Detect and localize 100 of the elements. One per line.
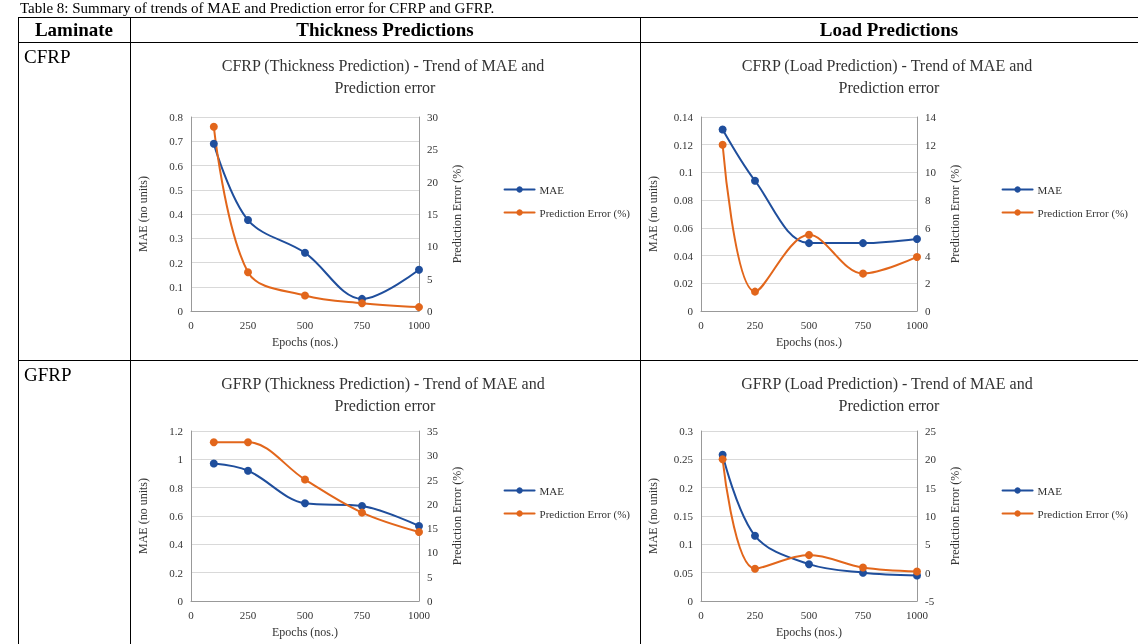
point [751, 531, 759, 540]
point [301, 499, 309, 508]
y2-tick-label: 0 [925, 305, 931, 317]
y-tick-label: 0.15 [673, 510, 694, 522]
point [718, 455, 727, 464]
legend-label: MAE [539, 183, 565, 196]
y2-tick-label: 20 [427, 497, 439, 510]
y2-tick-label: 10 [925, 166, 937, 179]
text: Laminate [33, 18, 115, 42]
y2-axis-title: Prediction Error (%) [948, 164, 962, 264]
point [718, 125, 727, 134]
point [751, 564, 759, 573]
y2-tick-label: 10 [925, 510, 937, 522]
x-tick-label: 750 [353, 608, 371, 621]
y2-tick-label: 5 [427, 570, 433, 583]
chart-title: CFRP (Thickness Prediction) - Trend of MAE and Prediction error [221, 56, 549, 96]
point [244, 438, 252, 447]
point [415, 303, 423, 312]
point [859, 239, 867, 248]
y2-tick-label: 2 [925, 277, 931, 290]
x-tick-label: 250 [746, 318, 764, 331]
x-axis-title: Epochs (nos.) [272, 625, 338, 639]
y-tick-label: 0.2 [169, 566, 183, 579]
y2-tick-label: 25 [427, 473, 439, 486]
x-axis-title: Epochs (nos.) [272, 335, 338, 349]
x-tick-label: 500 [296, 608, 314, 621]
point [805, 230, 813, 239]
point [859, 269, 867, 278]
y2-tick-label: 30 [427, 111, 439, 123]
x-tick-label: 0 [698, 318, 705, 331]
point [718, 140, 727, 149]
y-axis-title: MAE (no units) [136, 478, 150, 554]
y2-tick-label: 10 [427, 546, 439, 559]
x-axis-title: Epochs (nos.) [776, 625, 842, 639]
point [301, 291, 309, 300]
point [244, 216, 252, 225]
y-tick-label: 0.06 [673, 221, 694, 234]
text: Load Predictions [818, 18, 960, 42]
point [913, 234, 921, 243]
y-axis-title: MAE (no units) [136, 176, 150, 252]
point [358, 502, 366, 511]
y-tick-label: 0.12 [673, 138, 693, 151]
x-tick-label: 250 [239, 608, 257, 621]
point [358, 508, 366, 517]
point [805, 560, 813, 569]
y2-tick-label: 15 [427, 522, 439, 535]
y-tick-label: 0.02 [673, 277, 693, 290]
y-axis-title: MAE (no units) [646, 478, 660, 554]
x-tick-label: 500 [296, 318, 314, 331]
y-tick-label: 0.7 [169, 135, 184, 148]
y2-tick-label: 35 [427, 425, 439, 437]
x-tick-label: 0 [188, 608, 195, 621]
y-tick-label: 0.1 [679, 166, 693, 179]
point [209, 459, 218, 468]
y-tick-label: 0.6 [169, 159, 184, 172]
x-tick-label: 250 [746, 608, 764, 621]
x-tick-label: 250 [239, 318, 257, 331]
y2-tick-label: 25 [925, 425, 937, 437]
legend-label: MAE [539, 484, 565, 497]
y-tick-label: 0.4 [169, 538, 184, 551]
y-tick-label: 0.4 [169, 208, 184, 220]
y-tick-label: 0 [177, 305, 184, 317]
text: Thickness Predictions [295, 18, 475, 42]
point [209, 122, 218, 131]
legend-label: Prediction Error (%) [539, 206, 631, 220]
x-tick-label: 0 [698, 608, 705, 621]
point [358, 299, 366, 308]
y-tick-label: 0.8 [169, 111, 184, 123]
point [415, 265, 423, 274]
y-tick-label: 0.2 [679, 481, 693, 494]
x-tick-label: 500 [800, 608, 818, 621]
y2-axis-title: Prediction Error (%) [450, 164, 464, 264]
y2-tick-label: 14 [925, 111, 937, 123]
y-tick-label: 0.25 [673, 453, 694, 466]
x-tick-label: 750 [854, 318, 872, 331]
y-tick-label: 0.04 [673, 249, 694, 262]
x-tick-label: 0 [188, 318, 195, 331]
text: CFRP [24, 46, 71, 68]
point [301, 248, 309, 257]
x-tick-label: 1000 [906, 608, 929, 621]
y-tick-label: 0.5 [169, 183, 184, 196]
point [301, 475, 309, 484]
y2-tick-label: 20 [427, 175, 439, 188]
x-tick-label: 1000 [408, 318, 431, 331]
chart-title: GFRP (Thickness Prediction) - Trend of MAE and Prediction error [221, 374, 549, 414]
y2-tick-label: 5 [427, 272, 433, 285]
y2-tick-label: 10 [427, 240, 439, 253]
y2-axis-title: Prediction Error (%) [948, 466, 962, 566]
point [751, 287, 759, 296]
point [209, 139, 218, 148]
point [805, 239, 813, 248]
point [913, 252, 921, 261]
y-tick-label: 0.8 [169, 481, 184, 494]
point [244, 466, 252, 475]
x-axis-title: Epochs (nos.) [776, 335, 842, 349]
legend-label: Prediction Error (%) [1037, 507, 1129, 521]
chart-title: GFRP (Load Prediction) - Trend of MAE and Prediction error [741, 374, 1037, 414]
point [805, 551, 813, 560]
y-tick-label: 0.05 [673, 566, 694, 579]
y-tick-label: 0.3 [169, 232, 184, 245]
